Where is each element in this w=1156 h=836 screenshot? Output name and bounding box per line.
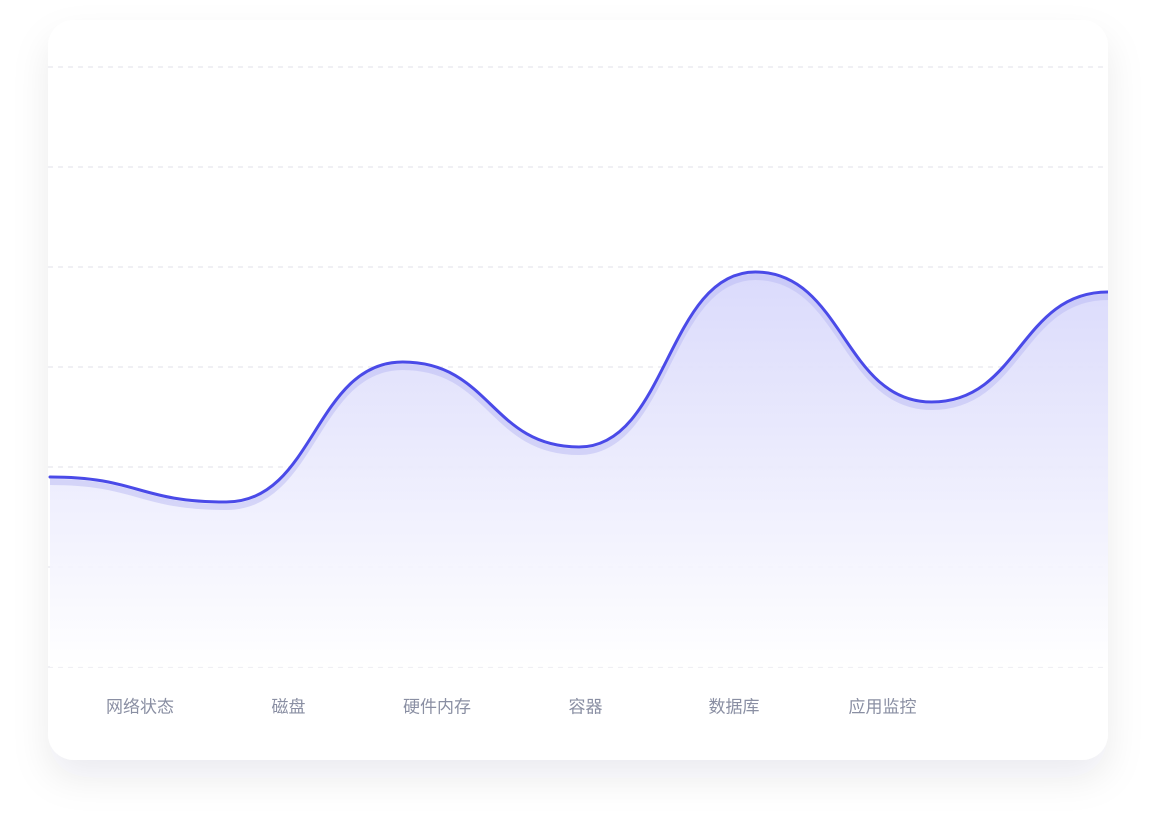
x-tick-label: 磁盘 bbox=[272, 697, 306, 716]
x-tick-label: 容器 bbox=[569, 697, 603, 716]
x-tick-label: 数据库 bbox=[709, 697, 760, 716]
x-tick-label: 硬件内存 bbox=[403, 697, 471, 716]
area bbox=[50, 272, 1108, 667]
x-tick-label: 网络状态 bbox=[106, 697, 174, 716]
line-shadow bbox=[49, 273, 1108, 511]
line bbox=[48, 270, 1108, 504]
x-tick-label: 应用监控 bbox=[849, 697, 917, 716]
